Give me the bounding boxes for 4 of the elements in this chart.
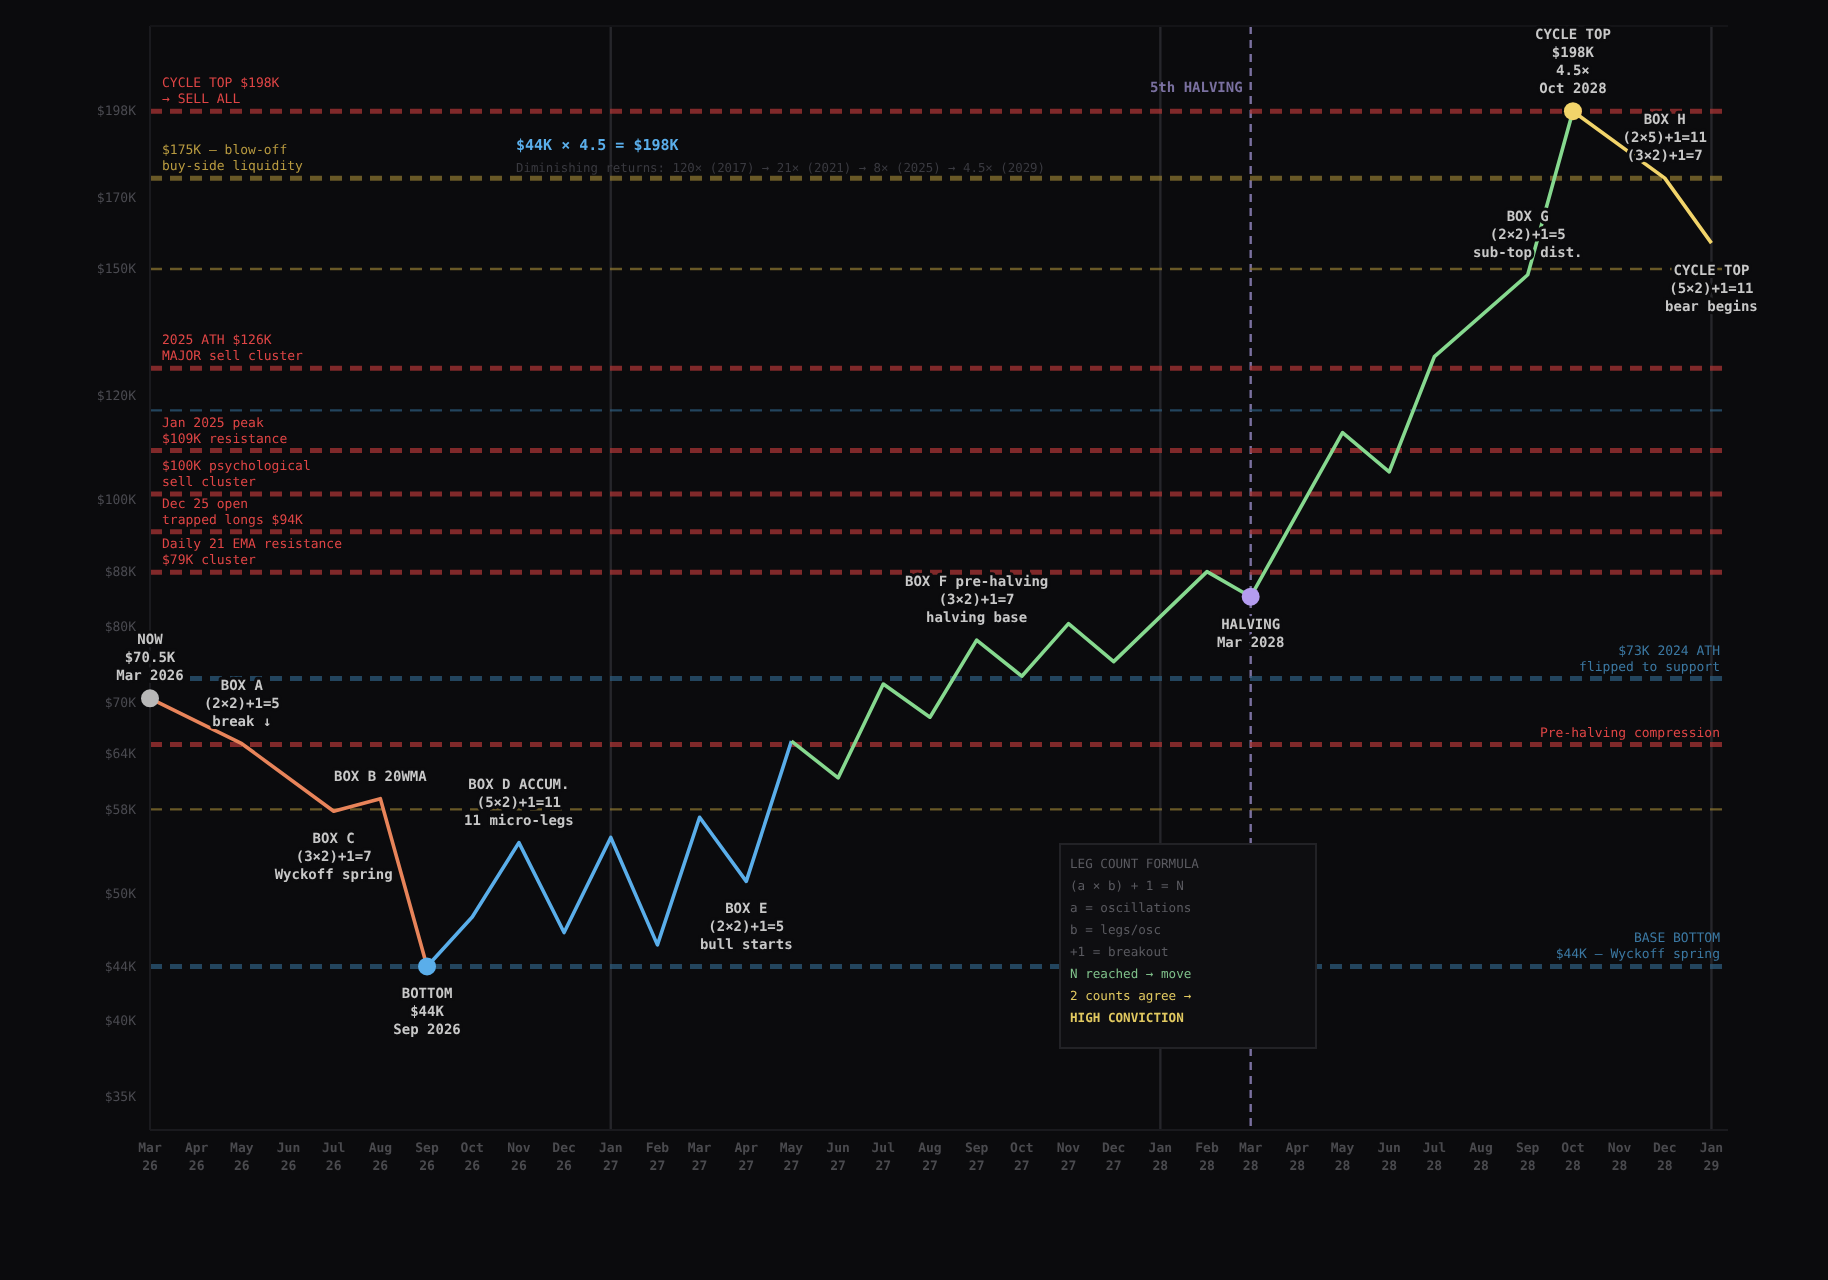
point <box>1563 102 1582 121</box>
point <box>418 957 437 976</box>
point <box>141 689 159 708</box>
point <box>1241 587 1260 606</box>
